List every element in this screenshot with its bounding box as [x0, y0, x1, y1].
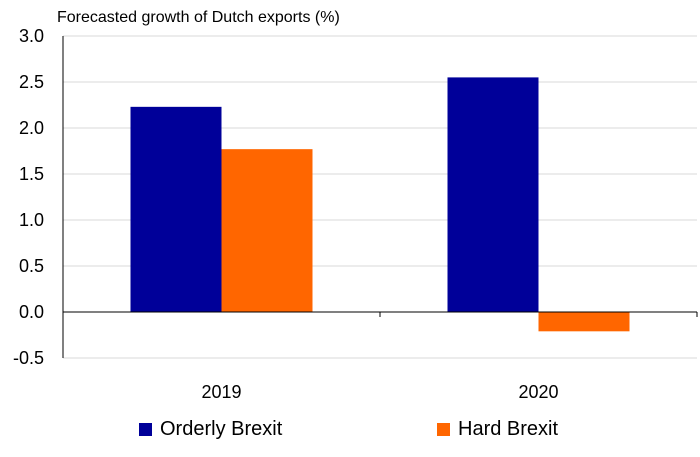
y-tick-label: -0.5 [13, 348, 44, 368]
bar-hard-brexit-2019 [221, 149, 313, 312]
gridlines [63, 35, 697, 359]
legend-item-orderly-brexit: Orderly Brexit [139, 418, 282, 441]
legend-label-orderly-brexit: Orderly Brexit [160, 418, 283, 440]
legend-swatch-hard-brexit [437, 423, 450, 436]
y-tick-label: 2.5 [19, 72, 44, 92]
legend-label-hard-brexit: Hard Brexit [458, 418, 559, 440]
x-tick-labels: 2019 2020 [201, 382, 558, 402]
bar-hard-brexit-2020 [538, 312, 630, 332]
x-tick-label: 2019 [201, 382, 241, 402]
y-tick-label: 1.5 [19, 164, 44, 184]
y-tick-label: 0.0 [19, 302, 44, 322]
legend: Orderly Brexit Hard Brexit [0, 418, 700, 448]
bar-orderly-brexit-2020 [447, 77, 539, 313]
y-tick-label: 3.0 [19, 26, 44, 46]
x-tick-label: 2020 [518, 382, 558, 402]
y-tick-label: 2.0 [19, 118, 44, 138]
y-tick-labels: -0.5 0.0 0.5 1.0 1.5 2.0 2.5 3.0 [13, 26, 44, 368]
bars [130, 77, 630, 332]
chart-title: Forecasted growth of Dutch exports (%) [57, 9, 340, 26]
legend-item-hard-brexit: Hard Brexit [437, 418, 558, 441]
y-tick-label: 0.5 [19, 256, 44, 276]
legend-swatch-orderly-brexit [139, 423, 152, 436]
bar-orderly-brexit-2019 [130, 106, 222, 312]
axes [62, 36, 698, 358]
y-tick-label: 1.0 [19, 210, 44, 230]
